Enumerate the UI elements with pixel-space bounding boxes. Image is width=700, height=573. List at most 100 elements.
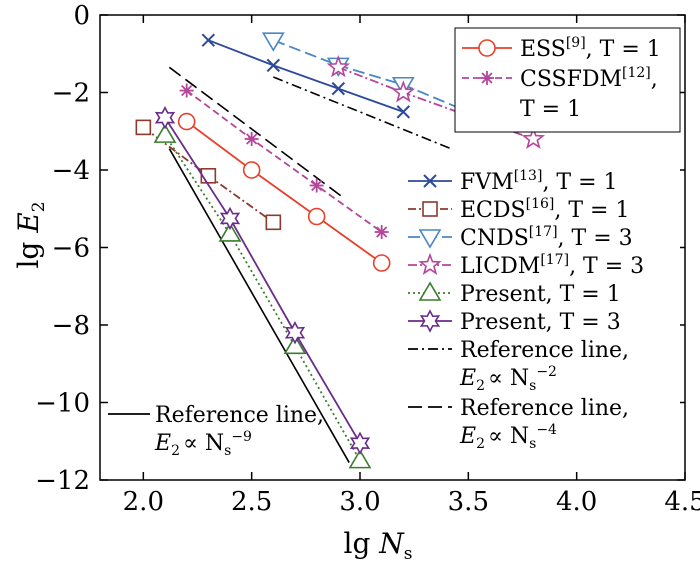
x-tick-label: 4.0 — [556, 487, 597, 517]
legend-left: Reference line, E2 ∝ Ns−9 — [108, 403, 324, 459]
legend-right-box — [402, 162, 680, 440]
svg-text:LICDM[17], T = 3: LICDM[17], T = 3 — [460, 252, 644, 279]
svg-text:Reference line,: Reference line, — [460, 338, 629, 363]
data-point — [201, 33, 216, 47]
svg-text:E2∝ Ns−2: E2 ∝ Ns−2 — [459, 364, 557, 394]
data-point — [326, 55, 351, 78]
svg-text:ESS[9], T = 1: ESS[9], T = 1 — [520, 35, 661, 62]
data-point — [261, 32, 285, 52]
legend-swatch-ecds — [408, 201, 452, 217]
x-tick-label: 3.0 — [339, 487, 380, 517]
legend-item-ess: ESS[9], T = 1 — [462, 35, 661, 62]
data-point — [219, 206, 241, 231]
legend-swatch-cssfdm — [462, 71, 512, 85]
legend-swatch-fvm — [408, 174, 452, 188]
legend-item-fvm: FVM[13], T = 1 — [408, 168, 618, 195]
y-axis-label: lg E2 — [12, 201, 49, 268]
legend-item-ref4: Reference line, E2 ∝ Ns−4 — [408, 396, 629, 452]
series-line — [208, 39, 404, 113]
legend-item-ref2: Reference line, E2 ∝ Ns−2 — [408, 338, 629, 394]
data-point — [349, 431, 371, 455]
y-tick-label: −12 — [35, 466, 90, 496]
series-8 — [154, 105, 371, 455]
x-tick-label: 2.0 — [123, 487, 164, 517]
y-tick-label: −10 — [35, 389, 90, 419]
y-tick-label: 0 — [73, 1, 90, 31]
data-point — [307, 207, 326, 226]
data-point — [521, 126, 546, 149]
data-point — [154, 105, 176, 130]
x-tick-label: 3.5 — [448, 487, 489, 517]
series-line — [186, 89, 383, 233]
legend-swatch-cnds — [408, 229, 452, 249]
series-line — [164, 117, 361, 444]
data-point — [391, 80, 416, 103]
reference-lines — [168, 66, 452, 463]
series-3 — [201, 33, 411, 119]
y-tick-label: −6 — [52, 234, 90, 264]
svg-text:T = 1: T = 1 — [520, 97, 581, 122]
data-point — [331, 81, 346, 96]
svg-text:ECDS[16], T = 1: ECDS[16], T = 1 — [460, 196, 629, 223]
legend-item-present-t3: Present, T = 3 — [408, 309, 621, 335]
data-point — [135, 119, 152, 136]
svg-text:CNDS[17], T = 3: CNDS[17], T = 3 — [460, 224, 633, 251]
svg-text:Present, T = 3: Present, T = 3 — [460, 310, 621, 335]
legend-item-licdm: LICDM[17], T = 3 — [408, 252, 644, 279]
legend-marker — [418, 229, 442, 249]
legend-marker — [422, 201, 438, 217]
svg-text:Present, T = 1: Present, T = 1 — [460, 282, 621, 307]
y-axis-ticks: 0 −2 −4 −6 −8 −10 −12 — [35, 1, 685, 496]
reference-line-1 — [273, 76, 452, 150]
data-point — [265, 214, 282, 231]
svg-text:E2∝ Ns−9: E2 ∝ Ns−9 — [154, 429, 252, 459]
legend-item-cssfdm: CSSFDM[12], T = 1 — [462, 65, 658, 122]
series-line — [186, 120, 383, 264]
x-axis-label: lg Ns — [343, 527, 412, 564]
legend-swatch-ess — [462, 39, 512, 57]
data-point — [309, 178, 324, 193]
data-point — [284, 321, 306, 345]
data-point — [348, 449, 372, 469]
y-tick-label: −4 — [52, 156, 90, 186]
data-point — [244, 132, 259, 146]
x-axis-ticks: 2.0 2.5 3.0 3.5 4.0 4.5 — [123, 15, 700, 517]
data-point — [283, 334, 307, 355]
svg-text:Reference line,: Reference line, — [460, 396, 629, 421]
series-line — [273, 39, 469, 113]
y-tick-label: −8 — [52, 311, 90, 341]
legend-marker — [423, 174, 437, 188]
data-point — [374, 225, 389, 239]
legend-swatch-licdm — [408, 252, 452, 275]
svg-text:FVM[13], T = 1: FVM[13], T = 1 — [460, 168, 618, 195]
series-7 — [153, 123, 372, 469]
data-point — [372, 254, 391, 272]
data-point — [218, 222, 242, 242]
legend-swatch-present-t1 — [408, 281, 452, 301]
data-point — [242, 161, 261, 179]
legend-swatch-present-t3 — [408, 309, 452, 333]
svg-text:E2∝ Ns−4: E2 ∝ Ns−4 — [459, 422, 557, 452]
legend-right: FVM[13], T = 1 ECDS[16], T = 1 CNDS[17],… — [402, 162, 680, 452]
legend-item-present-t1: Present, T = 1 — [408, 281, 621, 307]
legend-marker — [478, 39, 496, 57]
series-2 — [179, 83, 389, 239]
data-point — [177, 112, 196, 131]
legend-marker — [418, 252, 442, 275]
legend-marker — [418, 281, 442, 301]
reference-line-3 — [168, 148, 350, 463]
legend-item-ref9: Reference line, E2 ∝ Ns−9 — [108, 403, 324, 459]
legend-item-ecds: ECDS[16], T = 1 — [408, 196, 629, 223]
data-point — [153, 123, 177, 143]
y-tick-label: −2 — [52, 79, 90, 109]
data-point — [179, 83, 194, 98]
x-tick-label: 4.5 — [664, 487, 700, 517]
x-tick-label: 2.5 — [231, 487, 272, 517]
data-point — [396, 105, 411, 119]
legend-marker — [480, 71, 494, 85]
legend-marker — [419, 309, 441, 333]
reference-line-2 — [168, 66, 344, 198]
data-point — [266, 58, 281, 73]
